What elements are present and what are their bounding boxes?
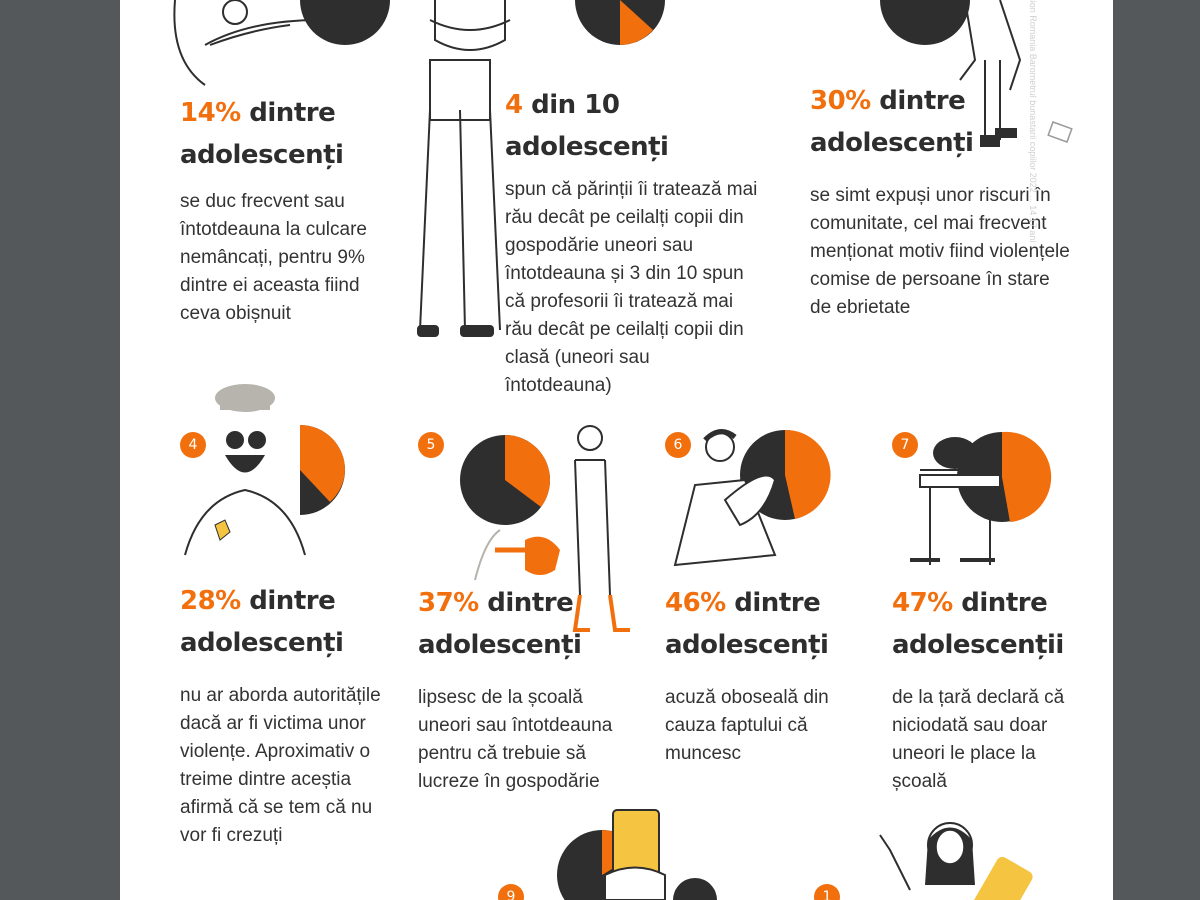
item-number-badge: 7	[892, 432, 918, 458]
stat-card-4: 28% dintre adolescenți nu ar aborda autor…	[180, 580, 390, 850]
side-note-text: Proiectul World Vision Romania Barometru…	[1028, 0, 1038, 243]
stat-headline: 4 din 10 adolescenți	[505, 90, 669, 162]
stat-card-2: 4 din 10 adolescenți spun că părinții îi…	[505, 84, 760, 400]
stat-headline: 37% dintre adolescenți	[418, 588, 582, 660]
stat-description: se simt expuși unor riscuri în comunitat…	[810, 185, 1070, 318]
officer-illustration	[184, 384, 345, 556]
stat-card-3: 30% dintre adolescenți se simt expuși uno…	[810, 80, 1075, 322]
item-number-badge: 6	[665, 432, 691, 458]
drink-glass-illustration	[604, 809, 717, 900]
stat-description: de la țară declară că niciodată sau doar…	[892, 687, 1065, 792]
stat-description: spun că părinții îi tratează mai rău dec…	[505, 179, 758, 396]
stat-headline: 30% dintre adolescenți	[810, 86, 974, 158]
pie-chart-top-2	[575, 0, 665, 45]
stat-card-7: 47% dintre adolescenții de la țară declar…	[892, 582, 1087, 796]
worried-person-illustration	[880, 0, 1073, 147]
stat-card-5: 37% dintre adolescenți lipsesc de la școa…	[418, 582, 633, 796]
stat-description: lipsesc de la școală uneori sau întotdea…	[418, 687, 613, 792]
waving-girl-illustration	[879, 822, 1033, 900]
infographic-page: 14% dintre adolescenți se duc frecvent sa…	[120, 0, 1113, 900]
item-number-badge: 5	[418, 432, 444, 458]
item-number-badge: 1	[814, 884, 840, 900]
stat-description: se duc frecvent sau întotdeauna la culca…	[180, 191, 367, 324]
gardener-illustration	[474, 425, 630, 632]
pie-chart-37	[460, 435, 550, 525]
stat-headline: 14% dintre adolescenți	[180, 98, 344, 170]
standing-man-illustration	[417, 0, 511, 337]
stat-headline: 28% dintre adolescenți	[180, 586, 344, 658]
stat-description: acuză oboseală din cauza faptului că mun…	[665, 687, 829, 764]
item-number-badge: 9	[498, 884, 524, 900]
stat-card-1: 14% dintre adolescenți se duc frecvent sa…	[180, 92, 380, 328]
item-number-badge: 4	[180, 432, 206, 458]
stat-card-6: 46% dintre adolescenți acuză oboseală din…	[665, 582, 830, 768]
stat-headline: 47% dintre adolescenții	[892, 588, 1064, 660]
sleeping-person-illustration	[173, 0, 390, 86]
pie-chart-47	[957, 431, 1052, 522]
stat-headline: 46% dintre adolescenți	[665, 588, 829, 660]
stat-description: nu ar aborda autoritățile dacă ar fi vic…	[180, 685, 381, 846]
viewer-background-right	[1113, 0, 1200, 900]
sleeping-student-illustration	[910, 437, 1001, 565]
tired-worker-illustration	[673, 429, 777, 567]
